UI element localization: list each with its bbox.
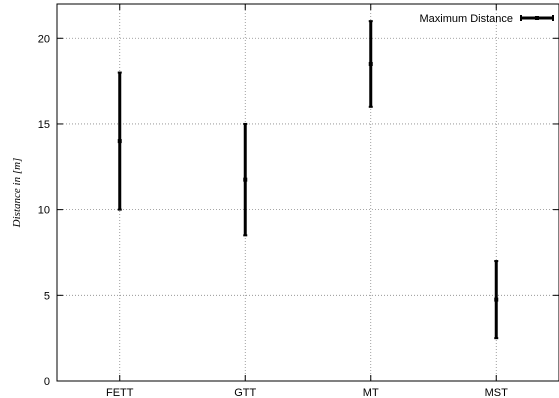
- legend: Maximum Distance: [419, 13, 554, 25]
- legend-marker: [535, 16, 539, 20]
- center-marker: [368, 61, 373, 66]
- x-tick-label: MST: [485, 387, 509, 398]
- y-axis-label: Distance in [m]: [11, 158, 23, 229]
- error-bar: [368, 20, 373, 108]
- x-axis-ticks: FETT GTT MT MST: [106, 4, 508, 398]
- y-tick-label: 5: [44, 290, 50, 302]
- grid-lines: [57, 4, 559, 381]
- error-bars: [117, 20, 499, 340]
- center-marker: [494, 297, 499, 302]
- y-axis-ticks: 0 5 10 15 20: [38, 33, 559, 388]
- legend-label: Maximum Distance: [419, 13, 513, 25]
- error-bar: [243, 122, 248, 237]
- center-marker: [243, 177, 248, 182]
- x-tick-label: FETT: [106, 387, 134, 398]
- x-tick-label: GTT: [234, 387, 256, 398]
- error-bar: [117, 71, 122, 211]
- error-bar: [494, 260, 499, 340]
- center-marker: [117, 139, 122, 144]
- y-tick-label: 10: [38, 205, 50, 217]
- y-tick-label: 15: [38, 119, 50, 131]
- plot-frame: [56, 3, 559, 382]
- y-tick-label: 20: [38, 33, 50, 45]
- x-tick-label: MT: [363, 387, 379, 398]
- y-tick-label: 0: [44, 376, 50, 388]
- legend-sample: [520, 15, 554, 21]
